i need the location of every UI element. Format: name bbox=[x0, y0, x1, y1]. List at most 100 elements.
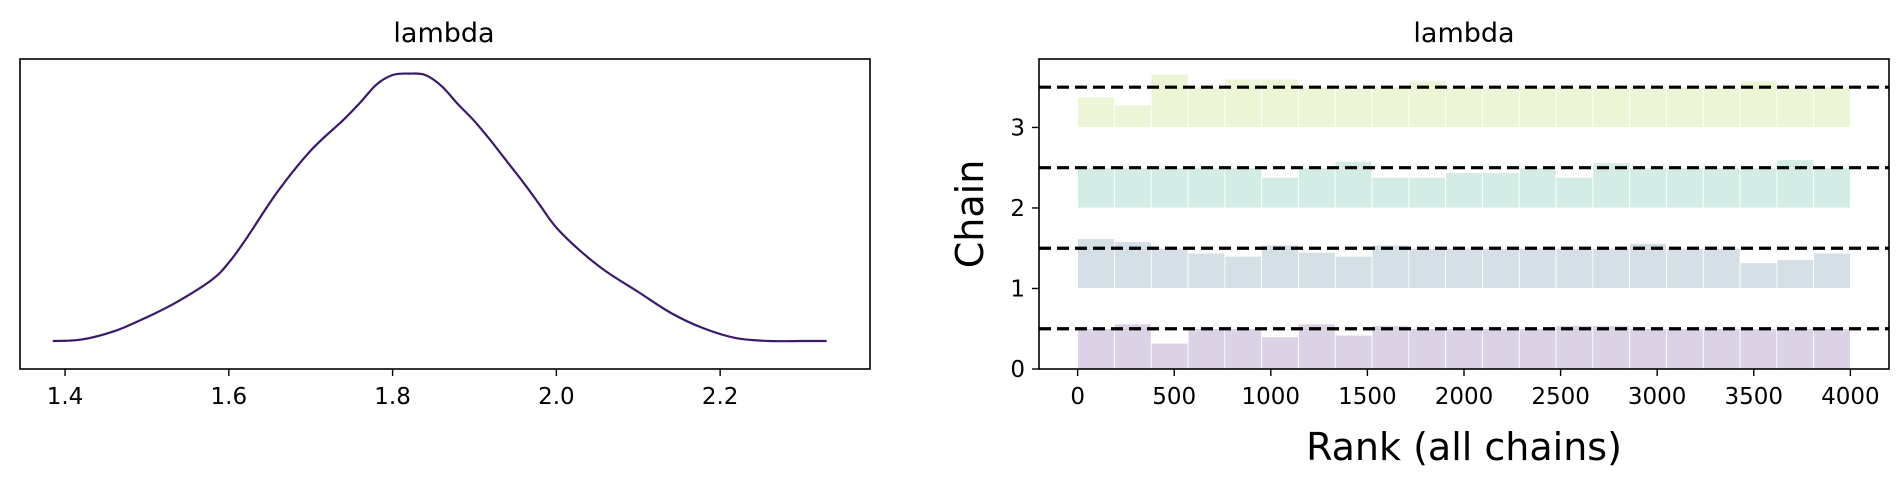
rank-bar-chain-3 bbox=[1776, 86, 1815, 128]
rank-x-ticks: 0 500 1000 1500 2000 2500 3000 3500 4000 bbox=[1070, 369, 1880, 410]
rank-bar-chain-3 bbox=[1150, 73, 1189, 128]
rank-x-tick-label: 4000 bbox=[1821, 384, 1880, 410]
rank-y-axis-label: Chain bbox=[948, 160, 992, 269]
rank-bar-chain-1 bbox=[1555, 247, 1594, 289]
rank-bar-chain-0 bbox=[1518, 328, 1557, 370]
rank-bar-chain-3 bbox=[1813, 86, 1851, 128]
rank-reference-lines bbox=[1039, 85, 1889, 331]
rank-bar-chain-2 bbox=[1666, 167, 1704, 209]
kde-title: lambda bbox=[393, 18, 494, 49]
kde-density-line bbox=[52, 72, 827, 343]
rank-bar-chain-1 bbox=[1187, 252, 1226, 289]
rank-bar-chain-0 bbox=[1666, 328, 1704, 370]
rank-bar-chain-1 bbox=[1776, 259, 1815, 289]
rank-y-tick-label: 1 bbox=[1010, 276, 1025, 302]
rank-bar-chain-2 bbox=[1702, 167, 1741, 209]
rank-y-tick-label: 0 bbox=[1010, 357, 1025, 383]
rank-bar-chain-3 bbox=[1702, 86, 1741, 128]
rank-bar-chain-3 bbox=[1482, 86, 1520, 128]
rank-bar-chain-2 bbox=[1629, 167, 1667, 209]
rank-bar-chain-0 bbox=[1114, 323, 1152, 370]
rank-bars bbox=[1077, 73, 1851, 370]
rank-bar-chain-2 bbox=[1150, 167, 1189, 209]
rank-bar-chain-3 bbox=[1371, 86, 1410, 128]
rank-bar-chain-1 bbox=[1298, 251, 1336, 289]
rank-title: lambda bbox=[1413, 18, 1514, 49]
rank-bar-chain-3 bbox=[1629, 86, 1667, 128]
rank-bar-chain-0 bbox=[1077, 328, 1115, 370]
rank-x-tick-label: 2000 bbox=[1435, 384, 1494, 410]
rank-bar-chain-0 bbox=[1555, 325, 1594, 370]
rank-bar-chain-1 bbox=[1334, 255, 1373, 289]
rank-bar-chain-3 bbox=[1666, 86, 1704, 128]
rank-bar-chain-0 bbox=[1702, 328, 1741, 370]
rank-bar-chain-1 bbox=[1371, 244, 1410, 289]
rank-x-tick-label: 3000 bbox=[1628, 384, 1687, 410]
rank-bar-chain-2 bbox=[1224, 167, 1263, 209]
rank-bar-chain-3 bbox=[1187, 86, 1226, 128]
rank-bar-chain-0 bbox=[1592, 325, 1631, 370]
rank-bar-chain-2 bbox=[1298, 167, 1336, 209]
rank-bar-chain-3 bbox=[1114, 104, 1152, 128]
rank-x-tick-label: 0 bbox=[1070, 384, 1085, 410]
rank-bar-chain-3 bbox=[1518, 86, 1557, 128]
rank-bar-chain-1 bbox=[1445, 247, 1483, 289]
rank-bar-chain-3 bbox=[1445, 86, 1483, 128]
kde-x-tick-label: 1.4 bbox=[47, 384, 84, 410]
rank-bar-chain-3 bbox=[1592, 86, 1631, 128]
rank-bar-chain-3 bbox=[1555, 86, 1594, 128]
rank-axes-frame bbox=[1038, 58, 1890, 370]
rank-bar-chain-2 bbox=[1555, 176, 1594, 209]
rank-bar-chain-1 bbox=[1408, 247, 1447, 289]
rank-bar-chain-3 bbox=[1334, 86, 1373, 128]
rank-x-tick-label: 500 bbox=[1152, 384, 1196, 410]
rank-bar-chain-2 bbox=[1518, 167, 1557, 209]
rank-bar-chain-1 bbox=[1482, 247, 1520, 289]
rank-bar-chain-2 bbox=[1261, 176, 1299, 209]
rank-bar-chain-2 bbox=[1592, 162, 1631, 209]
rank-bar-chain-2 bbox=[1813, 167, 1851, 209]
rank-bar-chain-0 bbox=[1445, 328, 1483, 370]
kde-x-tick-label: 2.2 bbox=[702, 384, 739, 410]
rank-bar-chain-1 bbox=[1077, 238, 1115, 289]
kde-x-tick-label: 2.0 bbox=[538, 384, 575, 410]
rank-y-tick-label: 2 bbox=[1010, 196, 1025, 222]
kde-axes-frame bbox=[19, 58, 871, 370]
rank-bar-chain-1 bbox=[1813, 252, 1851, 289]
rank-bar-chain-0 bbox=[1298, 323, 1336, 370]
rank-x-tick-label: 1000 bbox=[1242, 384, 1301, 410]
rank-bar-chain-0 bbox=[1482, 328, 1520, 370]
kde-x-tick-label: 1.6 bbox=[211, 384, 248, 410]
rank-bar-chain-1 bbox=[1739, 262, 1778, 289]
rank-bar-chain-1 bbox=[1518, 247, 1557, 289]
rank-bar-chain-2 bbox=[1739, 167, 1778, 209]
rank-bar-chain-1 bbox=[1224, 255, 1263, 289]
rank-bar-chain-1 bbox=[1261, 244, 1299, 289]
rank-bar-chain-0 bbox=[1813, 328, 1851, 370]
rank-x-axis-label: Rank (all chains) bbox=[1306, 425, 1622, 469]
rank-bar-chain-0 bbox=[1776, 328, 1815, 370]
rank-bar-chain-0 bbox=[1334, 334, 1373, 370]
rank-bar-chain-0 bbox=[1187, 328, 1226, 370]
rank-bar-chain-1 bbox=[1629, 242, 1667, 289]
rank-bar-chain-3 bbox=[1298, 86, 1336, 128]
rank-bar-chain-1 bbox=[1666, 247, 1704, 289]
rank-bar-chain-0 bbox=[1408, 328, 1447, 370]
rank-bar-chain-2 bbox=[1371, 176, 1410, 209]
rank-bar-chain-1 bbox=[1592, 247, 1631, 289]
rank-bar-chain-0 bbox=[1261, 336, 1299, 370]
rank-bar-chain-2 bbox=[1408, 176, 1447, 209]
rank-x-tick-label: 3500 bbox=[1724, 384, 1783, 410]
rank-bar-chain-0 bbox=[1739, 328, 1778, 370]
rank-x-tick-label: 2500 bbox=[1531, 384, 1590, 410]
rank-bar-chain-2 bbox=[1114, 167, 1152, 209]
rank-bar-chain-2 bbox=[1482, 172, 1520, 209]
rank-y-tick-label: 3 bbox=[1010, 115, 1025, 141]
rank-bar-chain-0 bbox=[1224, 328, 1263, 370]
rank-bar-chain-2 bbox=[1187, 167, 1226, 209]
rank-x-tick-label: 1500 bbox=[1338, 384, 1397, 410]
kde-x-ticks: 1.4 1.6 1.8 2.0 2.2 bbox=[47, 369, 739, 410]
rank-bar-chain-0 bbox=[1371, 325, 1410, 370]
rank-bar-chain-2 bbox=[1077, 167, 1115, 209]
